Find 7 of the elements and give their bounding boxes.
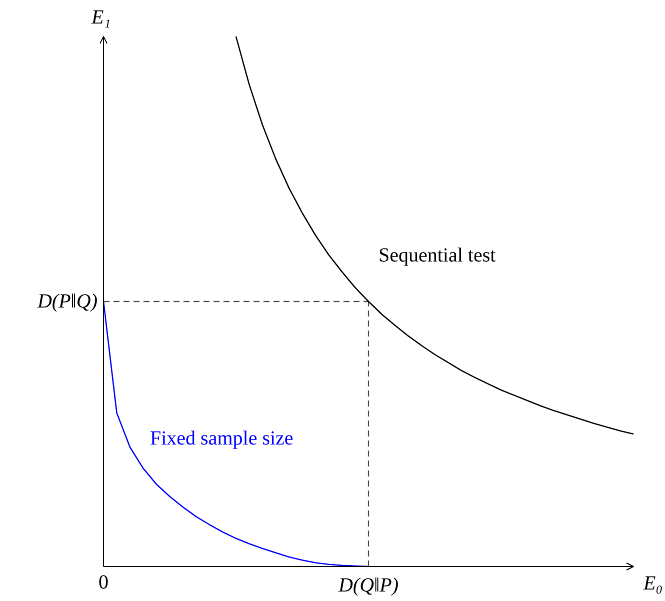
- ref-line-label: D(P‖Q): [36, 290, 98, 312]
- y-axis-title: E₁: [90, 6, 111, 28]
- x-tick-label: D(Q‖P): [337, 574, 399, 596]
- x-axis-title: E₀: [642, 572, 663, 594]
- x-tick-label: 0: [98, 572, 108, 594]
- series-label: Fixed sample size: [150, 427, 294, 450]
- series-label: Sequential test: [378, 244, 496, 266]
